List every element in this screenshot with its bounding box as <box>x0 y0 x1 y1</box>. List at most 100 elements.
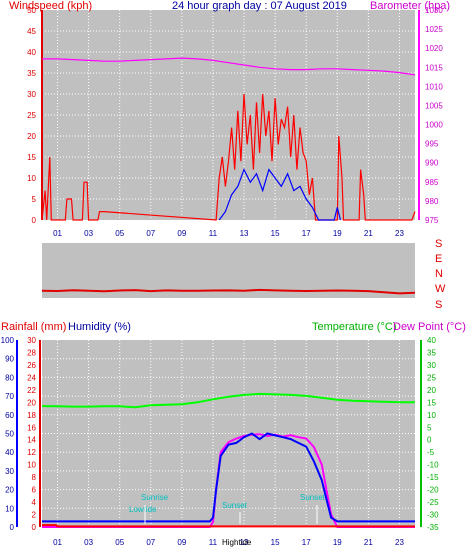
ytick-humidity: 30 <box>5 467 14 476</box>
annotation-hightide-1: Hightide <box>222 538 252 547</box>
ytick-temp: 40 <box>427 336 436 345</box>
ytick-rain: 14 <box>27 436 36 445</box>
ytick-left-p1: 25 <box>27 111 36 120</box>
grid-panel-1 <box>41 10 420 220</box>
ytick-humidity: 10 <box>5 504 14 513</box>
xtick-p1: 17 <box>302 229 311 238</box>
xtick-p1: 15 <box>271 229 280 238</box>
series-panel-1 <box>41 57 416 221</box>
xtick-p1: 11 <box>209 229 218 238</box>
ytick-rain: 18 <box>27 411 36 420</box>
ytick-temp: -35 <box>427 523 439 532</box>
series-humidity <box>42 432 415 523</box>
dir-label-s-bottom: S <box>435 299 442 311</box>
ytick-right-p1: 995 <box>425 140 439 149</box>
ytick-rain: 2 <box>32 511 37 520</box>
ytick-humidity: 80 <box>5 373 14 382</box>
xtick-p1: 03 <box>84 229 93 238</box>
ytick-humidity: 50 <box>5 430 14 439</box>
xtick-p3: 03 <box>84 538 93 547</box>
ytick-temp: -25 <box>427 498 439 507</box>
ylabel-humidity: Humidity (%) <box>68 321 131 333</box>
ytick-left-p1: 15 <box>27 153 36 162</box>
ytick-temp: 5 <box>427 423 432 432</box>
ytick-left-p1: 50 <box>27 6 36 15</box>
series-gust <box>218 168 341 221</box>
xtick-p1: 05 <box>115 229 124 238</box>
ytick-temp: 35 <box>427 348 436 357</box>
ytick-left-p1: 10 <box>27 174 36 183</box>
xtick-p3: 09 <box>177 538 186 547</box>
ytick-temp: -15 <box>427 473 439 482</box>
xtick-p1: 01 <box>53 229 62 238</box>
ytick-temp: 25 <box>427 373 436 382</box>
dir-label-s-top: S <box>435 238 442 250</box>
xtick-p1: 23 <box>395 229 404 238</box>
ytick-left-p1: 45 <box>27 27 36 36</box>
ylabel-temperature: Temperature (°C) <box>312 321 396 333</box>
series-wind-direction <box>41 288 416 295</box>
ytick-temp: 30 <box>427 361 436 370</box>
ytick-right-p1: 1015 <box>425 63 443 72</box>
ytick-right-p1: 975 <box>425 216 439 225</box>
ytick-rain: 30 <box>27 336 36 345</box>
ytick-rain: 26 <box>27 361 36 370</box>
ytick-rain: 20 <box>27 398 36 407</box>
xtick-p3: 19 <box>333 538 342 547</box>
ytick-temp: 20 <box>427 386 436 395</box>
xtick-p1: 21 <box>364 229 373 238</box>
xtick-p3: 13 <box>240 538 249 547</box>
dir-label-n: N <box>435 268 443 280</box>
ytick-left-p1: 5 <box>32 195 37 204</box>
ytick-temp: 10 <box>427 411 436 420</box>
xtick-p3: 17 <box>302 538 311 547</box>
dir-label-e: E <box>435 253 442 265</box>
ytick-rain: 12 <box>27 448 36 457</box>
series-temperature <box>41 392 415 409</box>
ytick-right-p1: 980 <box>425 197 439 206</box>
wind-direction-plot-area <box>42 243 415 298</box>
ytick-right-p1: 1020 <box>425 44 443 53</box>
ytick-temp: -30 <box>427 511 439 520</box>
ytick-humidity: 100 <box>1 336 15 345</box>
ytick-right-p1: 1000 <box>425 121 443 130</box>
ytick-rain: 8 <box>32 473 37 482</box>
ylabel-rainfall: Rainfall (mm) <box>1 321 66 333</box>
ytick-right-p1: 985 <box>425 178 439 187</box>
xtick-p1: 07 <box>146 229 155 238</box>
ylabel-windspeed: Windspeed (kph) <box>9 0 92 12</box>
ytick-humidity: 70 <box>5 392 14 401</box>
ytick-humidity: 90 <box>5 355 14 364</box>
xtick-p3: 11 <box>209 538 218 547</box>
ytick-rain: 10 <box>27 461 36 470</box>
annotation-lowtide: Lowtide <box>129 505 157 514</box>
ytick-temp: 0 <box>427 436 432 445</box>
ytick-temp: -10 <box>427 461 439 470</box>
xtick-p3: 05 <box>115 538 124 547</box>
ylabel-barometer: Barometer (hpa) <box>370 0 450 12</box>
ytick-rain: 0 <box>32 523 37 532</box>
ytick-humidity: 20 <box>5 486 14 495</box>
grid-panel-3 <box>16 340 422 527</box>
xtick-p1: 19 <box>333 229 342 238</box>
annotation-sunrise: Sunrise <box>141 493 169 502</box>
xtick-p1: 09 <box>177 229 186 238</box>
xtick-p3: 15 <box>271 538 280 547</box>
ytick-humidity: 40 <box>5 448 14 457</box>
series-panel-3 <box>41 392 415 528</box>
ytick-right-p1: 990 <box>425 159 439 168</box>
ytick-left-p1: 30 <box>27 90 36 99</box>
ytick-left-p1: 35 <box>27 69 36 78</box>
ytick-temp: 15 <box>427 398 436 407</box>
chart-title: 24 hour graph day : 07 August 2019 <box>172 0 347 12</box>
xtick-p1: 13 <box>240 229 249 238</box>
ytick-right-p1: 1025 <box>425 25 443 34</box>
ytick-rain: 16 <box>27 423 36 432</box>
ytick-rain: 22 <box>27 386 36 395</box>
annotation-sunset-2: Sunset <box>300 493 326 502</box>
tick-labels: 01 03 05 07 09 11 13 15 17 19 21 230510152025303540… <box>1 6 444 547</box>
xtick-p3: 07 <box>146 538 155 547</box>
ytick-left-p1: 20 <box>27 132 36 141</box>
ytick-rain: 4 <box>32 498 37 507</box>
